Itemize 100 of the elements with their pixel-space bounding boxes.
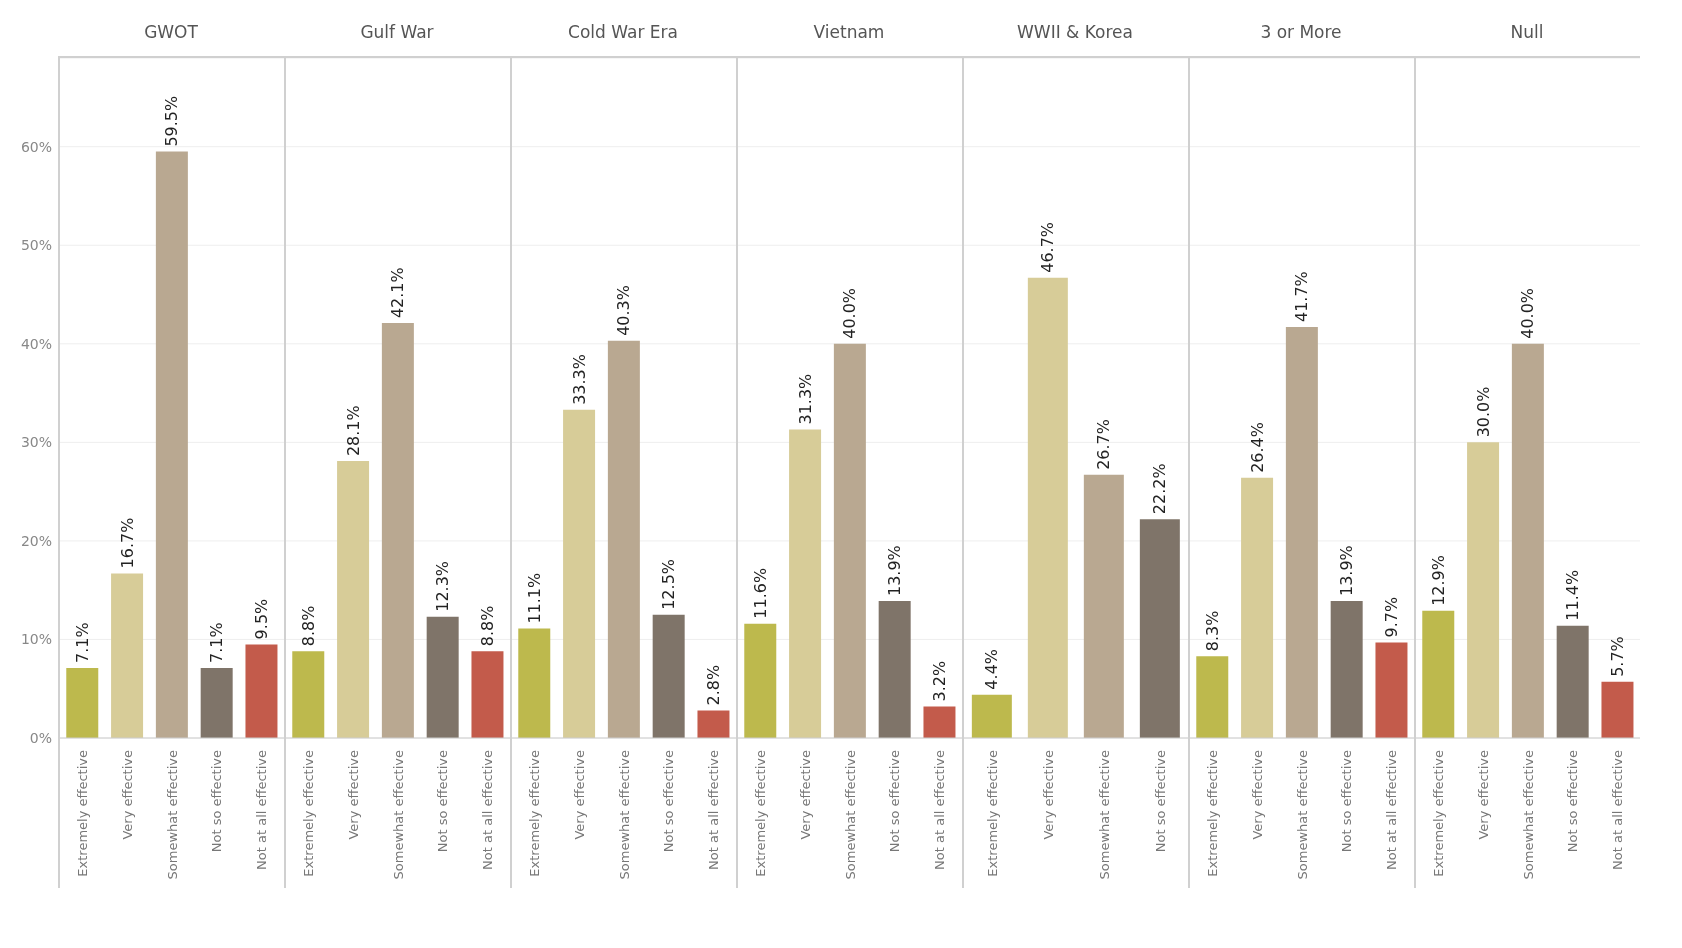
data-label: 12.3% [433, 560, 453, 612]
x-tick-label: Very effective [797, 750, 813, 840]
data-label: 13.9% [1337, 545, 1357, 597]
data-label: 8.3% [1202, 610, 1222, 652]
bar [1285, 327, 1318, 738]
x-tick-label: Extremely effective [300, 750, 316, 877]
data-label: 22.2% [1150, 463, 1170, 515]
x-tick-label: Somewhat effective [1520, 750, 1536, 880]
x-tick-label: Not so effective [209, 750, 225, 853]
x-tick-label: Somewhat effective [616, 750, 632, 880]
bar [426, 616, 459, 738]
y-tick-label: 40% [20, 335, 52, 352]
data-label: 26.4% [1247, 422, 1267, 473]
bar [381, 323, 414, 738]
bar [878, 601, 911, 738]
bar [518, 628, 551, 738]
data-label: 11.6% [750, 567, 770, 619]
chart-title: GWOT [58, 8, 284, 58]
data-label: 8.8% [298, 605, 318, 647]
bar [1422, 610, 1455, 738]
bar [789, 429, 822, 738]
bar [1139, 519, 1180, 738]
data-label: 26.7% [1094, 419, 1114, 470]
data-label: 9.5% [251, 598, 271, 640]
bar [971, 694, 1012, 738]
data-label: 40.3% [614, 285, 634, 336]
data-label: 41.7% [1292, 271, 1312, 323]
data-label: 40.0% [840, 287, 860, 339]
bar [1375, 642, 1408, 738]
x-tick-label: Not at all effective [1384, 750, 1400, 870]
x-tick-label: Somewhat effective [1294, 750, 1310, 880]
bar [1511, 343, 1544, 738]
data-label: 3.2% [929, 660, 949, 702]
x-tick-label: Not so effective [1152, 750, 1168, 853]
x-tick-label: Very effective [119, 750, 135, 840]
x-tick-label: Not so effective [435, 750, 451, 853]
bar [1241, 477, 1274, 738]
data-label: 11.4% [1563, 569, 1583, 621]
chart-title: WWII & Korea [962, 8, 1188, 58]
chart-title: 3 or More [1188, 8, 1414, 58]
x-tick-label: Not so effective [887, 750, 903, 853]
chart-title: Gulf War [284, 8, 510, 58]
x-tick-label: Not at all effective [1610, 750, 1626, 870]
x-tick-label: Very effective [571, 750, 587, 840]
chart-title: Vietnam [736, 8, 962, 58]
bar [1027, 277, 1068, 738]
y-tick-label: 60% [20, 138, 52, 155]
data-label: 2.8% [703, 664, 723, 706]
bar [1083, 474, 1124, 738]
x-tick-label: Somewhat effective [164, 750, 180, 880]
bar [1601, 681, 1634, 738]
data-label: 31.3% [795, 373, 815, 425]
bar [66, 668, 99, 738]
x-tick-label: Not so effective [1339, 750, 1355, 853]
x-tick-label: Extremely effective [526, 750, 542, 877]
x-tick-label: Not at all effective [480, 750, 496, 870]
bar [337, 461, 370, 738]
y-tick-label: 20% [20, 532, 52, 549]
x-tick-label: Extremely effective [1204, 750, 1220, 877]
data-label: 8.8% [477, 605, 497, 647]
data-label: 28.1% [343, 405, 363, 457]
bar [1330, 601, 1363, 738]
bar [471, 651, 504, 738]
bar [833, 343, 866, 738]
chart-title: Null [1414, 8, 1640, 58]
x-tick-label: Not so effective [1565, 750, 1581, 853]
y-tick-label: 50% [20, 237, 52, 254]
bar [923, 706, 956, 738]
data-label: 5.7% [1607, 636, 1627, 677]
x-tick-label: Very effective [1475, 750, 1491, 840]
x-tick-label: Very effective [345, 750, 361, 840]
x-tick-label: Not at all effective [254, 750, 270, 870]
data-label: 59.5% [162, 95, 182, 147]
bar [652, 614, 685, 738]
y-tick-label: 30% [20, 434, 52, 451]
x-tick-label: Not at all effective [932, 750, 948, 870]
bar [1556, 625, 1589, 738]
data-label: 7.1% [72, 622, 92, 664]
data-label: 33.3% [569, 354, 589, 405]
data-label: 7.1% [207, 622, 227, 664]
x-tick-label: Not so effective [661, 750, 677, 853]
data-label: 13.9% [885, 545, 905, 597]
x-tick-label: Extremely effective [752, 750, 768, 877]
x-tick-label: Somewhat effective [390, 750, 406, 880]
x-tick-label: Somewhat effective [842, 750, 858, 880]
bar [200, 668, 233, 738]
data-label: 11.1% [524, 572, 544, 624]
x-tick-label: Very effective [1249, 750, 1265, 840]
x-tick-label: Somewhat effective [1096, 750, 1112, 880]
x-tick-label: Extremely effective [74, 750, 90, 877]
x-tick-label: Extremely effective [984, 750, 1000, 877]
bar [1467, 442, 1500, 738]
bar [744, 623, 777, 738]
data-label: 42.1% [388, 267, 408, 319]
x-tick-label: Extremely effective [1430, 750, 1446, 877]
bar [563, 409, 596, 738]
data-label: 4.4% [982, 648, 1002, 690]
bar [245, 644, 278, 738]
chart-title: Cold War Era [510, 8, 736, 58]
data-label: 9.7% [1381, 596, 1401, 638]
